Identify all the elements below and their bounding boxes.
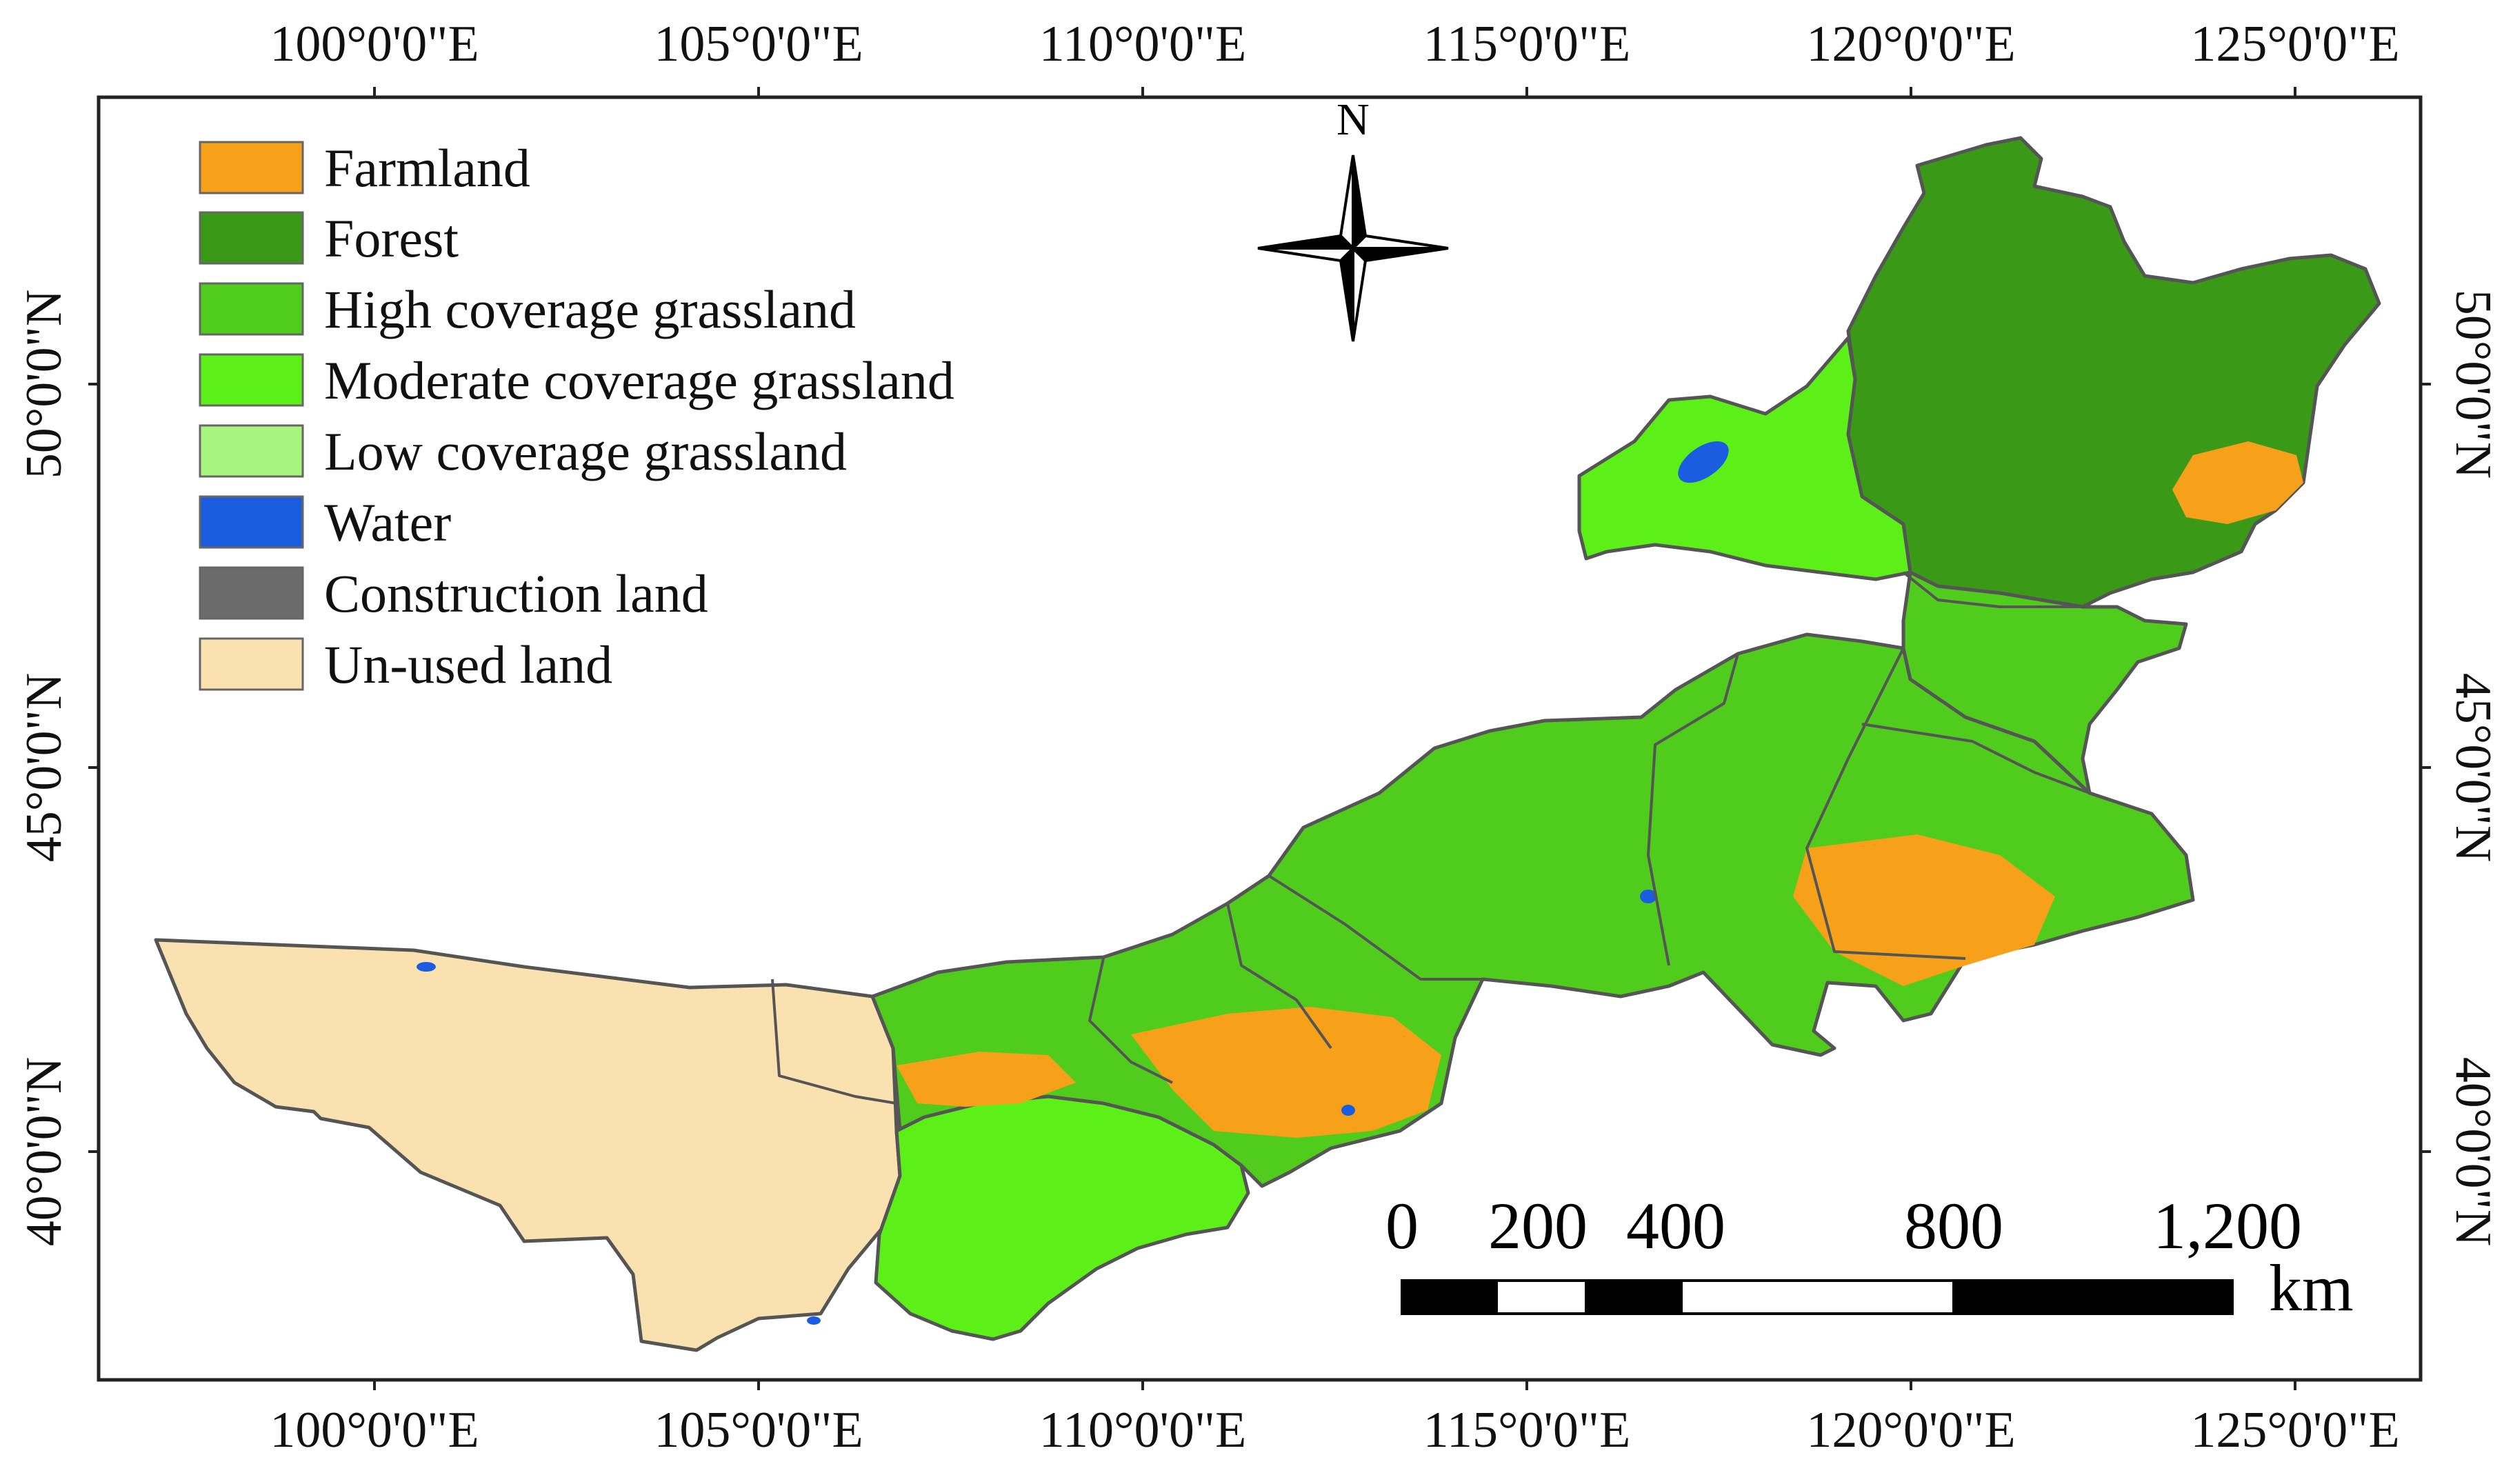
lon-label-top: 115°0'0"E: [1423, 16, 1631, 72]
farmland-patch: [2172, 441, 2303, 524]
lake: [1640, 890, 1656, 903]
legend-label: Moderate coverage grassland: [324, 350, 954, 410]
legend-label: Farmland: [324, 138, 530, 198]
lat-label-left: 40°0'0"N: [16, 1057, 72, 1247]
legend-label: Construction land: [324, 563, 708, 623]
lon-label-top: 105°0'0"E: [654, 16, 863, 72]
scale-label: 200: [1488, 1189, 1588, 1263]
lat-label-left: 50°0'0"N: [16, 290, 72, 479]
hulun-lake: [1678, 441, 1729, 483]
scale-label: 800: [1904, 1189, 2003, 1263]
scale-segment: [1401, 1279, 1498, 1315]
lat-label-right: 45°0'0"N: [2445, 673, 2501, 863]
region-map: [154, 136, 2381, 1352]
lon-label-bottom: 115°0'0"E: [1423, 1402, 1631, 1458]
league-boundaries: [771, 571, 2090, 1105]
tick-marks: [88, 87, 2431, 1390]
hulunbuir-grassland-region: [1577, 336, 1912, 581]
scale-segment: [1585, 1279, 1683, 1315]
scale-segment: [1495, 1279, 1588, 1315]
legend-swatch: [199, 141, 304, 194]
legend-label: Un-used land: [324, 634, 612, 694]
scale-segment: [1680, 1279, 1955, 1315]
lake: [1341, 1105, 1355, 1116]
lake: [417, 962, 436, 972]
farmland-patch: [897, 1052, 1076, 1107]
eastern-grassland-region: [1901, 570, 2188, 795]
north-arrow-icon: [1257, 154, 1449, 342]
lon-label-bottom: 105°0'0"E: [654, 1402, 863, 1458]
legend-swatch: [199, 353, 304, 407]
lon-label-top: 110°0'0"E: [1039, 16, 1247, 72]
scale-label: 0: [1385, 1189, 1419, 1263]
lat-label-left: 45°0'0"N: [16, 673, 72, 863]
legend: Farmland Forest High coverage grassland …: [199, 138, 954, 694]
lon-label-bottom: 100°0'0"E: [270, 1402, 479, 1458]
lon-label-top: 125°0'0"E: [2190, 16, 2399, 72]
lon-label-top: 120°0'0"E: [1806, 16, 2015, 72]
lat-label-right: 40°0'0"N: [2445, 1057, 2501, 1247]
lake: [807, 1316, 821, 1325]
legend-swatch: [199, 211, 304, 265]
legend-swatch: [199, 495, 304, 549]
lon-label-bottom: 110°0'0"E: [1039, 1402, 1247, 1458]
legend-swatch: [199, 424, 304, 478]
farmland-patch: [1131, 1007, 1441, 1138]
legend-label: Water: [324, 492, 451, 552]
legend-label: Forest: [324, 208, 459, 268]
legend-label: High coverage grassland: [324, 279, 856, 339]
farmland-patch: [1793, 834, 2055, 986]
scale-segment: [1952, 1279, 2234, 1315]
legend-swatch: [199, 637, 304, 691]
lon-label-top: 100°0'0"E: [270, 16, 479, 72]
western-unused-land-region: [154, 938, 902, 1352]
lon-label-bottom: 120°0'0"E: [1806, 1402, 2015, 1458]
scale-unit: km: [2269, 1251, 2354, 1325]
north-label: N: [1336, 94, 1370, 145]
scale-bar: 0 200 400 800 1,200 km: [1385, 1189, 2354, 1325]
lat-label-right: 50°0'0"N: [2445, 290, 2501, 479]
scale-label: 400: [1626, 1189, 1725, 1263]
ordos-grassland-region: [874, 1094, 1250, 1341]
legend-label: Low coverage grassland: [324, 421, 847, 481]
legend-swatch: [199, 282, 304, 336]
lon-label-bottom: 125°0'0"E: [2190, 1402, 2399, 1458]
legend-swatch: [199, 566, 304, 620]
scale-label: 1,200: [2153, 1189, 2302, 1263]
